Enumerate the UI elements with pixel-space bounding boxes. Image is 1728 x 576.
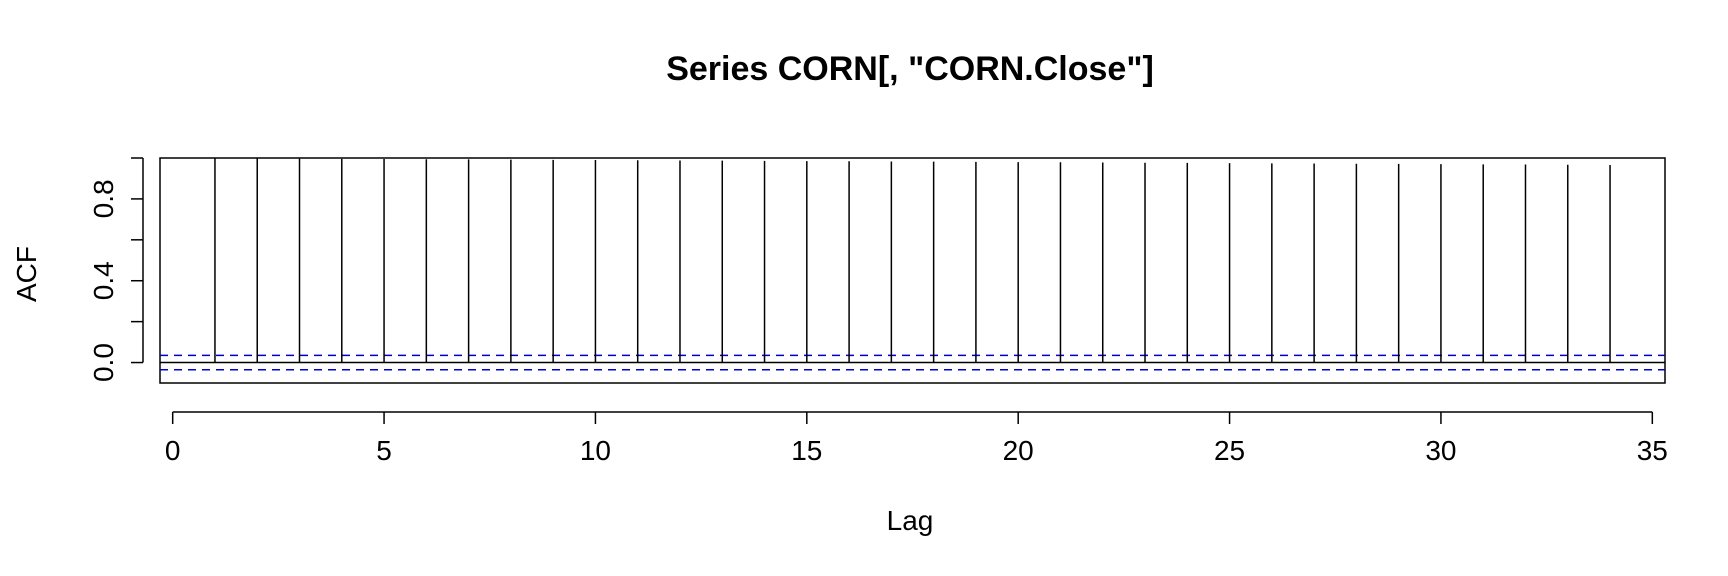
x-axis: 0 5 10 15 20 25 30 35 — [165, 411, 1668, 466]
y-axis: 0.0 0.4 0.8 — [88, 157, 144, 382]
x-tick-label: 20 — [1003, 435, 1034, 466]
acf-bars — [214, 158, 1611, 363]
y-tick-label: 0.0 — [88, 343, 119, 382]
y-axis-label: ACF — [11, 246, 42, 302]
x-tick-label: 15 — [791, 435, 822, 466]
x-tick-label: 0 — [165, 435, 181, 466]
chart-title: Series CORN[, "CORN.Close"] — [666, 50, 1154, 88]
x-tick-label: 5 — [376, 435, 392, 466]
plot-frame — [159, 157, 1666, 384]
x-tick-label: 10 — [580, 435, 611, 466]
y-tick-label: 0.4 — [88, 261, 119, 300]
y-tick-label: 0.8 — [88, 179, 119, 218]
x-axis-label: Lag — [887, 505, 934, 536]
confidence-bounds — [160, 354, 1665, 371]
x-tick-label: 35 — [1637, 435, 1668, 466]
x-tick-label: 25 — [1214, 435, 1245, 466]
x-tick-label: 30 — [1425, 435, 1456, 466]
